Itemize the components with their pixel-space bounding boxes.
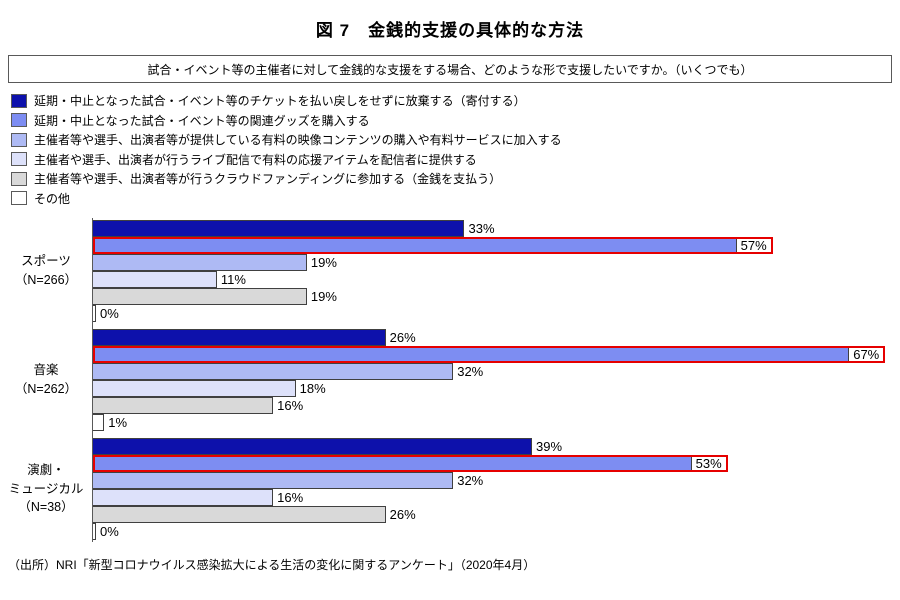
legend-item: 主催者や選手、出演者が行うライブ配信で有料の応援アイテムを配信者に提供する bbox=[11, 150, 900, 170]
legend-label: その他 bbox=[34, 191, 71, 206]
chart-group-music: 音楽 （N=262） 26% 67% 32% bbox=[0, 329, 900, 431]
bar-chart: スポーツ （N=266） 33% 57% 19% bbox=[0, 218, 900, 542]
bar-value-label: 26% bbox=[389, 507, 416, 522]
bar bbox=[93, 506, 386, 523]
bar-row: 0% bbox=[93, 523, 893, 540]
legend-label: 延期・中止となった試合・イベント等のチケットを払い戻しをせずに放棄する（寄付する… bbox=[34, 94, 526, 109]
page-title: 図 7 金銭的支援の具体的な方法 bbox=[315, 21, 585, 40]
category-label: スポーツ （N=266） bbox=[0, 252, 92, 290]
bar-row: 53% bbox=[93, 455, 893, 472]
category-label-line: スポーツ bbox=[21, 254, 71, 269]
bar-stack: 26% 67% 32% 18% 16 bbox=[92, 329, 893, 431]
bar-row: 18% bbox=[93, 380, 893, 397]
highlight-box: 53% bbox=[93, 455, 728, 472]
legend-item: 主催者等や選手、出演者等が提供している有料の映像コンテンツの購入や有料サービスに… bbox=[11, 130, 900, 150]
legend-item: 延期・中止となった試合・イベント等のチケットを払い戻しをせずに放棄する（寄付する… bbox=[11, 91, 900, 111]
legend-swatch bbox=[11, 152, 27, 167]
bar-row: 39% bbox=[93, 438, 893, 455]
bar-value-label: 26% bbox=[389, 330, 416, 345]
legend-label: 延期・中止となった試合・イベント等の関連グッズを購入する bbox=[34, 113, 370, 128]
y-axis-line bbox=[92, 218, 93, 542]
legend-label: 主催者や選手、出演者が行うライブ配信で有料の応援アイテムを配信者に提供する bbox=[34, 152, 477, 167]
legend-label: 主催者等や選手、出演者等が提供している有料の映像コンテンツの購入や有料サービスに… bbox=[34, 133, 562, 148]
bar bbox=[93, 438, 533, 455]
bar-value-label: 57% bbox=[736, 238, 771, 253]
legend: 延期・中止となった試合・イベント等のチケットを払い戻しをせずに放棄する（寄付する… bbox=[11, 91, 900, 208]
legend-swatch bbox=[11, 191, 27, 206]
category-label-line: （N=38） bbox=[18, 500, 74, 515]
bar bbox=[93, 523, 96, 540]
bar bbox=[93, 472, 454, 489]
category-label-line: ミュージカル bbox=[8, 481, 84, 496]
bar-row: 16% bbox=[93, 489, 893, 506]
category-label-line: 音楽 bbox=[33, 363, 59, 378]
bar-row: 19% bbox=[93, 254, 893, 271]
source-note: （出所）NRI「新型コロナウイルス感染拡大による生活の変化に関するアンケート」（… bbox=[8, 558, 536, 572]
bar-value-label: 39% bbox=[536, 439, 563, 454]
bar bbox=[93, 271, 217, 288]
bar bbox=[95, 239, 737, 252]
bar bbox=[95, 348, 850, 361]
bar bbox=[93, 220, 465, 237]
legend-swatch bbox=[11, 113, 27, 128]
legend-item: 延期・中止となった試合・イベント等の関連グッズを購入する bbox=[11, 111, 900, 131]
chart-groups: スポーツ （N=266） 33% 57% 19% bbox=[0, 220, 900, 540]
legend-label: 主催者等や選手、出演者等が行うクラウドファンディングに参加する（金銭を支払う） bbox=[34, 172, 502, 187]
category-label-line: （N=262） bbox=[14, 382, 78, 396]
category-label-line: （N=266） bbox=[14, 273, 78, 287]
bar bbox=[93, 414, 105, 431]
bar-row: 32% bbox=[93, 472, 893, 489]
bar bbox=[93, 380, 296, 397]
bar-value-label: 18% bbox=[299, 381, 326, 396]
question-text: 試合・イベント等の主催者に対して金銭的な支援をする場合、どのような形で支援したい… bbox=[147, 63, 753, 77]
bar-value-label: 16% bbox=[277, 398, 304, 413]
bar-value-label: 16% bbox=[277, 490, 304, 505]
bar bbox=[93, 329, 386, 346]
bar-value-label: 67% bbox=[849, 347, 884, 362]
bar-row: 0% bbox=[93, 305, 893, 322]
legend-swatch bbox=[11, 171, 27, 186]
highlight-box: 67% bbox=[93, 346, 886, 363]
legend-item: 主催者等や選手、出演者等が行うクラウドファンディングに参加する（金銭を支払う） bbox=[11, 169, 900, 189]
bar-value-label: 32% bbox=[457, 364, 484, 379]
bar-row: 32% bbox=[93, 363, 893, 380]
category-label-line: 演劇・ bbox=[27, 462, 65, 477]
bar bbox=[93, 397, 274, 414]
bar-row: 67% bbox=[93, 346, 893, 363]
bar-value-label: 0% bbox=[100, 306, 119, 321]
bar-row: 19% bbox=[93, 288, 893, 305]
bar-value-label: 11% bbox=[220, 272, 246, 287]
bar-stack: 39% 53% 32% 16% 26 bbox=[92, 438, 893, 540]
bar-value-label: 32% bbox=[457, 473, 484, 488]
bar-row: 33% bbox=[93, 220, 893, 237]
bar-row: 26% bbox=[93, 506, 893, 523]
bar bbox=[93, 254, 307, 271]
bar-row: 11% bbox=[93, 271, 893, 288]
category-label: 演劇・ ミュージカル （N=38） bbox=[0, 461, 92, 517]
bar-row: 26% bbox=[93, 329, 893, 346]
bar bbox=[95, 457, 692, 470]
bar-value-label: 19% bbox=[310, 289, 337, 304]
bar-row: 1% bbox=[93, 414, 893, 431]
bar bbox=[93, 489, 274, 506]
bar bbox=[93, 288, 307, 305]
question-box: 試合・イベント等の主催者に対して金銭的な支援をする場合、どのような形で支援したい… bbox=[8, 55, 892, 83]
bar-value-label: 53% bbox=[691, 456, 726, 471]
bar-row: 16% bbox=[93, 397, 893, 414]
bar bbox=[93, 305, 96, 322]
highlight-box: 57% bbox=[93, 237, 773, 254]
chart-group-theater: 演劇・ ミュージカル （N=38） 39% 53% 32% bbox=[0, 438, 900, 540]
category-label: 音楽 （N=262） bbox=[0, 361, 92, 399]
bar-value-label: 33% bbox=[468, 221, 495, 236]
legend-swatch bbox=[11, 93, 27, 108]
legend-swatch bbox=[11, 132, 27, 147]
bar bbox=[93, 363, 454, 380]
bar-value-label: 0% bbox=[100, 524, 119, 539]
bar-stack: 33% 57% 19% 11% 19 bbox=[92, 220, 893, 322]
bar-row: 57% bbox=[93, 237, 893, 254]
bar-value-label: 19% bbox=[310, 255, 337, 270]
bar-value-label: 1% bbox=[108, 415, 128, 430]
legend-item: その他 bbox=[11, 189, 900, 209]
chart-group-sports: スポーツ （N=266） 33% 57% 19% bbox=[0, 220, 900, 322]
